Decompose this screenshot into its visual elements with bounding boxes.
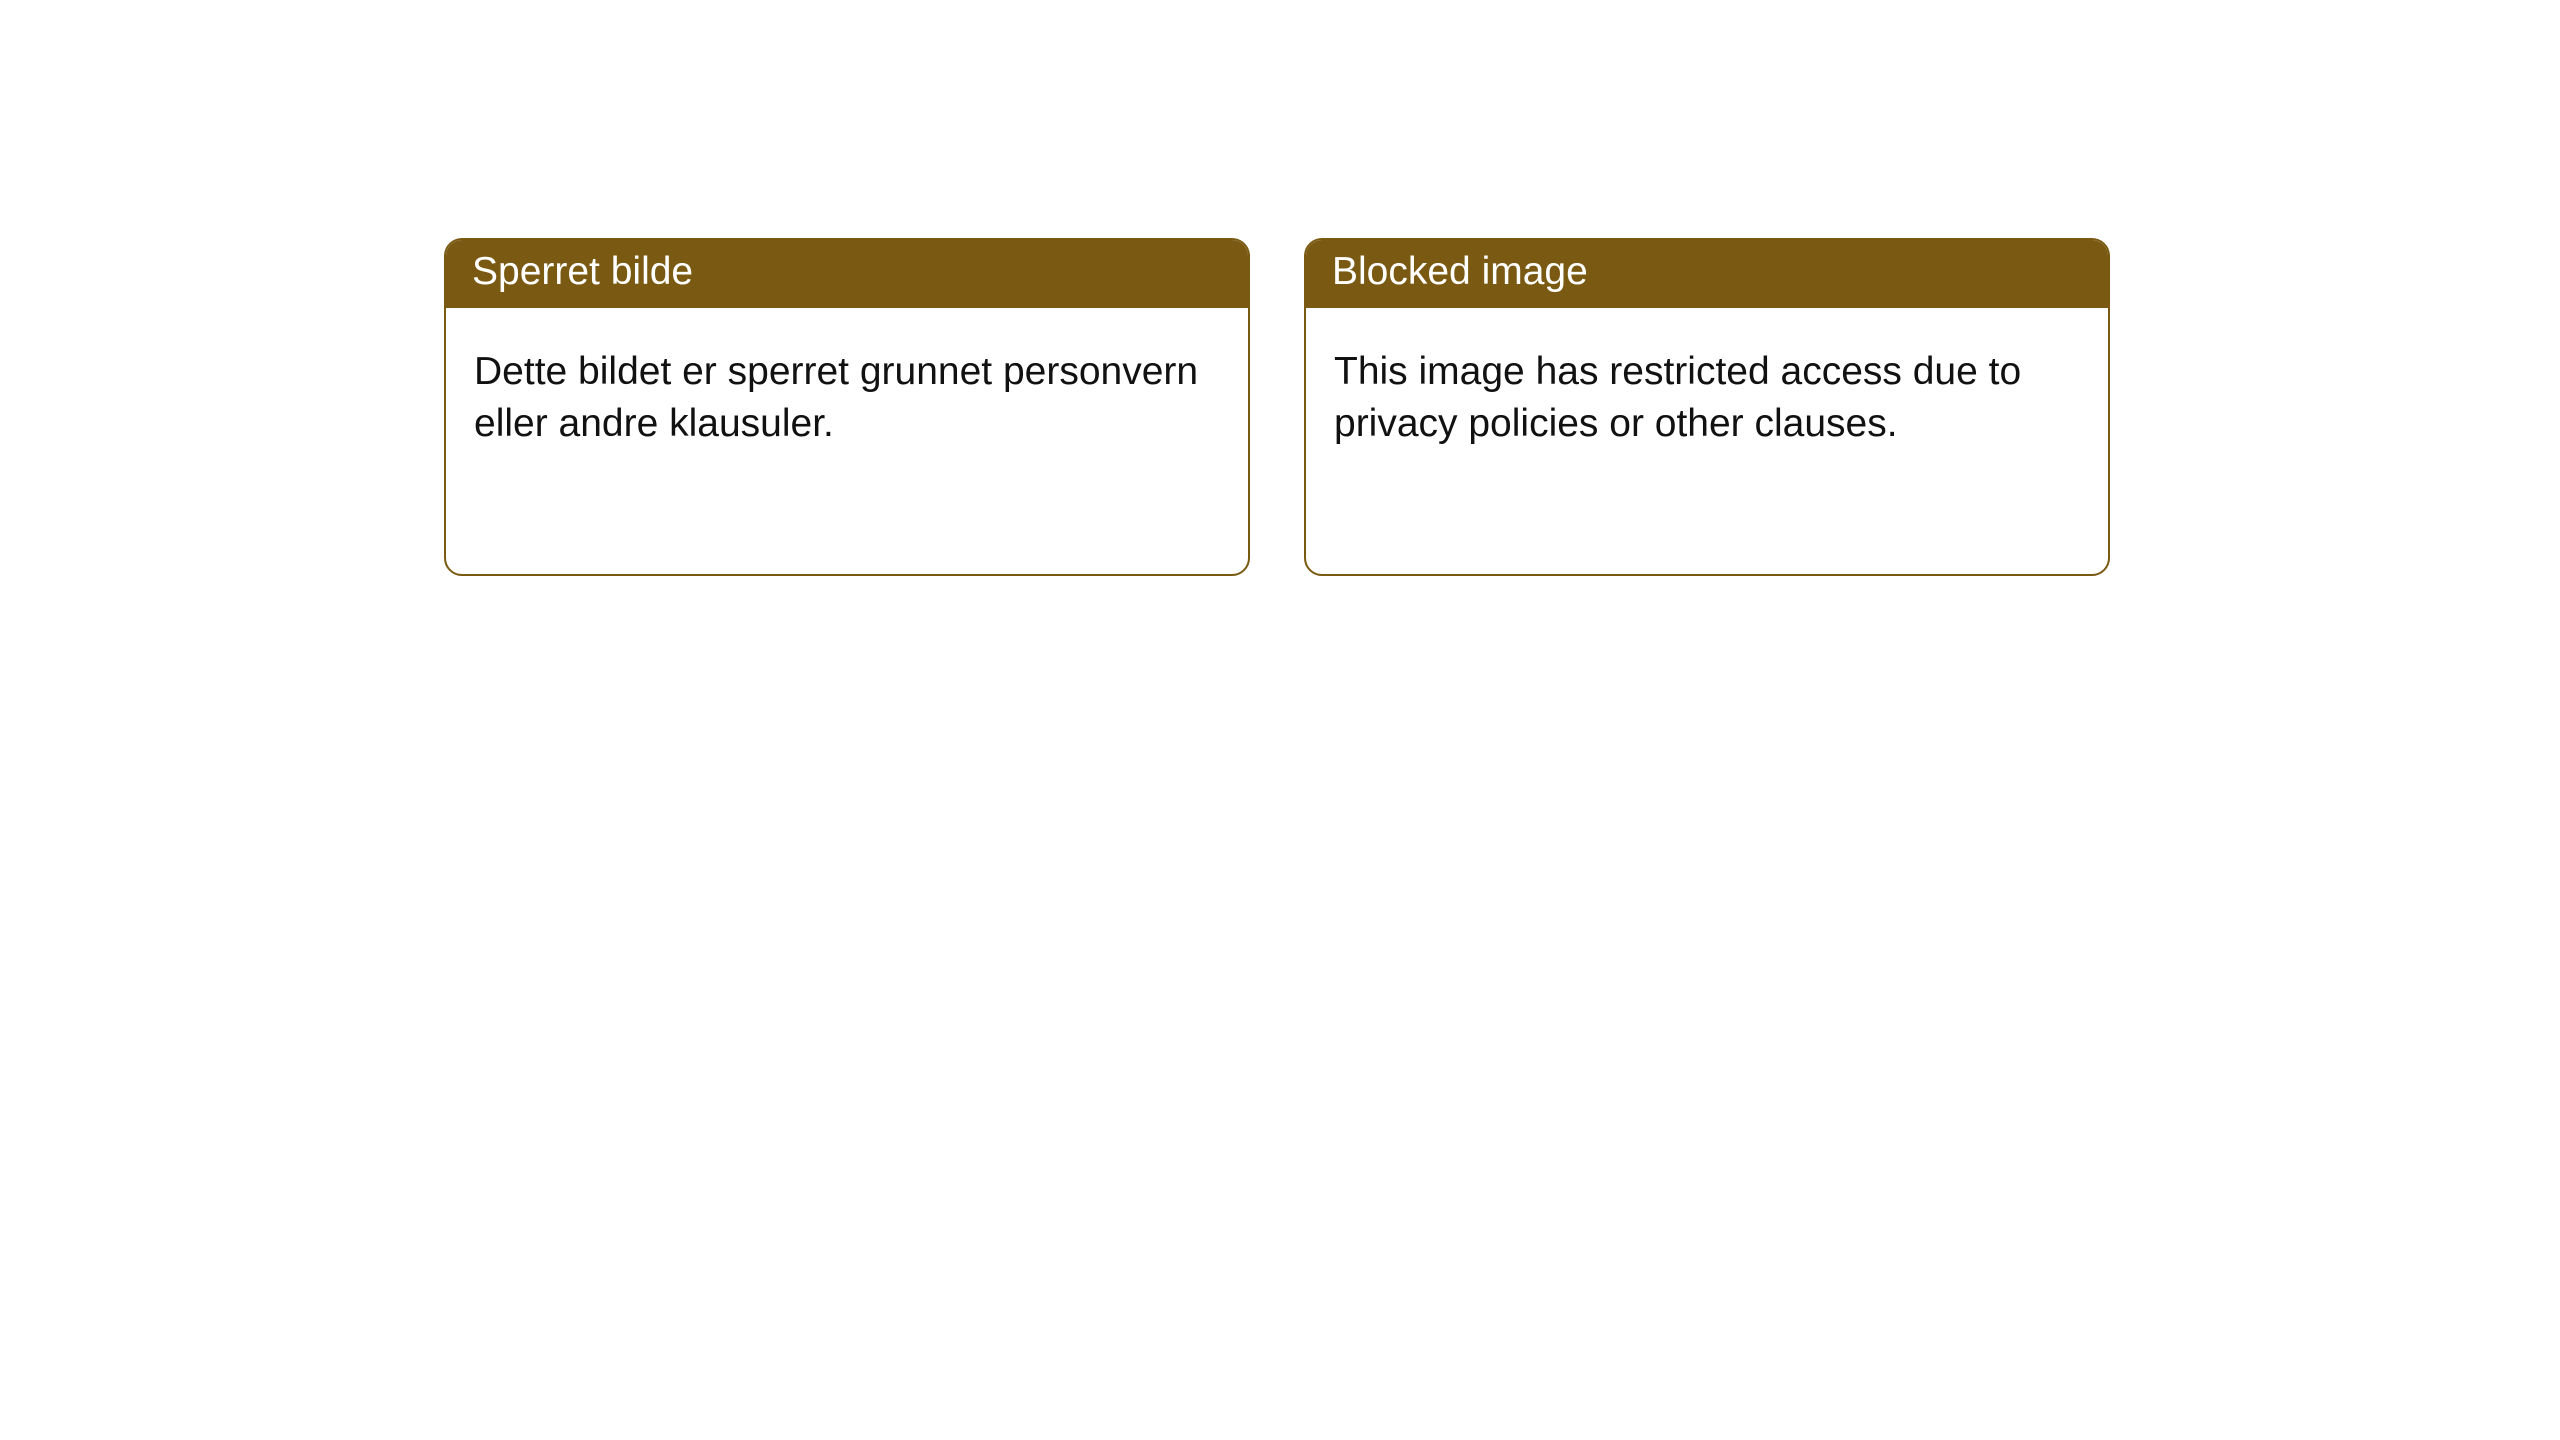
notice-card-body: Dette bildet er sperret grunnet personve…: [446, 308, 1248, 478]
notice-card-text: Dette bildet er sperret grunnet personve…: [474, 350, 1198, 445]
notice-card-english: Blocked image This image has restricted …: [1304, 238, 2110, 576]
notice-card-header: Sperret bilde: [446, 240, 1248, 308]
notice-card-text: This image has restricted access due to …: [1334, 350, 2021, 445]
notice-card-title: Blocked image: [1332, 250, 1588, 293]
notice-container: Sperret bilde Dette bildet er sperret gr…: [0, 0, 2560, 576]
notice-card-title: Sperret bilde: [472, 250, 693, 293]
notice-card-norwegian: Sperret bilde Dette bildet er sperret gr…: [444, 238, 1250, 576]
notice-card-body: This image has restricted access due to …: [1306, 308, 2108, 478]
notice-card-header: Blocked image: [1306, 240, 2108, 308]
